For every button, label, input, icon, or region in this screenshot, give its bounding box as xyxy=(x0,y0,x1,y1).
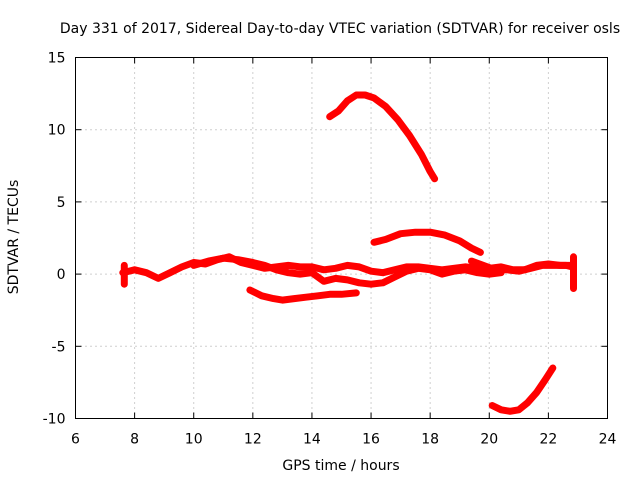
x-tick-label: 16 xyxy=(362,432,380,448)
series-layer xyxy=(119,91,577,415)
x-tick-label: 12 xyxy=(244,432,262,448)
y-axis-label: SDTVAR / TECUs xyxy=(6,180,22,295)
series-baseline-c xyxy=(468,257,576,275)
x-tick-label: 18 xyxy=(421,432,439,448)
x-tick-label: 20 xyxy=(480,432,498,448)
tick-labels: 6 8 10 12 14 16 18 20 22 24 -10 -5 0 5 10 15 xyxy=(43,51,617,448)
y-tick-label: 5 xyxy=(57,195,66,211)
series-low-dip xyxy=(246,286,360,304)
x-tick-label: 22 xyxy=(539,432,557,448)
series-baseline-b xyxy=(190,254,505,288)
y-tick-label: 15 xyxy=(48,51,66,67)
x-tick-label: 24 xyxy=(599,432,617,448)
y-tick-label: -10 xyxy=(43,412,66,428)
plot-frame xyxy=(75,57,608,419)
y-tick-label: 0 xyxy=(57,267,66,283)
x-tick-label: 6 xyxy=(71,432,80,448)
y-tick-label: -5 xyxy=(52,339,66,355)
x-tick-label: 10 xyxy=(185,432,203,448)
x-tick-label: 14 xyxy=(303,432,321,448)
ticks xyxy=(75,57,608,419)
series-low-arc xyxy=(488,364,557,415)
series-upper-hump xyxy=(370,228,484,256)
grid xyxy=(75,57,608,419)
y-tick-label: 10 xyxy=(48,123,66,139)
x-tick-label: 8 xyxy=(130,432,139,448)
series-high-arc xyxy=(326,91,439,183)
x-axis-label: GPS time / hours xyxy=(282,458,399,474)
chart-title: Day 331 of 2017, Sidereal Day-to-day VTE… xyxy=(60,21,620,37)
